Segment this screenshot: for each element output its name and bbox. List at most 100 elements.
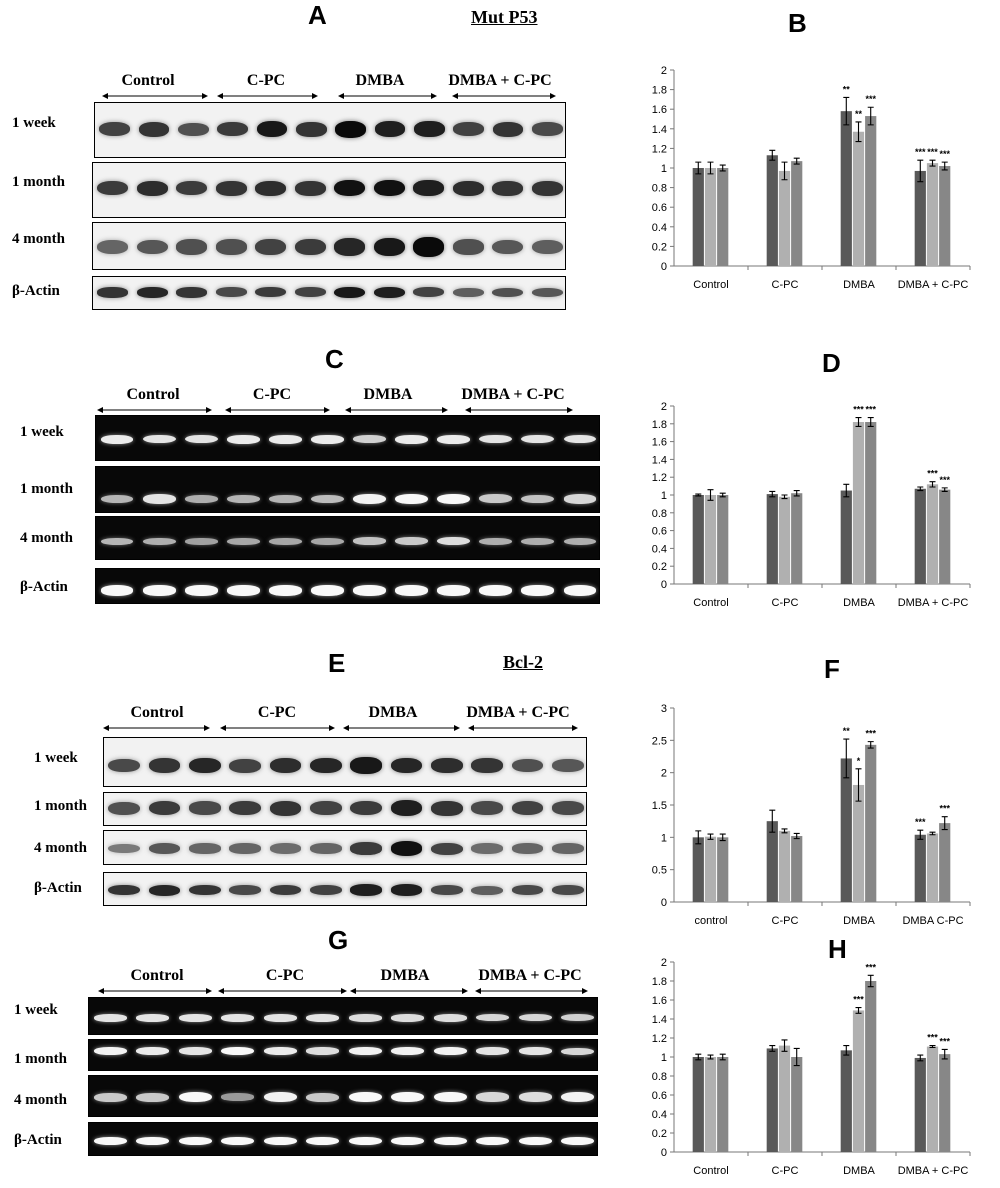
bar — [692, 495, 704, 584]
x-tick-label: C-PC — [772, 915, 799, 927]
blot-band — [353, 493, 386, 505]
x-tick-label: C-PC — [772, 597, 799, 609]
bar — [778, 170, 791, 266]
y-tick-label: 1.4 — [652, 124, 667, 136]
blot-band — [229, 801, 261, 816]
blot-band — [306, 1136, 340, 1145]
bar — [926, 833, 939, 902]
bar — [914, 1057, 926, 1152]
y-tick-label: 2 — [661, 401, 667, 413]
bar — [766, 155, 778, 266]
bar — [704, 836, 717, 902]
blot-band — [390, 757, 423, 774]
error-bar — [781, 1039, 788, 1052]
blot-strip-4-month — [92, 222, 566, 270]
blot-band — [395, 493, 429, 505]
error-bar — [917, 486, 924, 492]
blot-band — [492, 121, 524, 137]
bar — [865, 981, 877, 1152]
group-arrow-head — [431, 93, 437, 99]
y-tick-label: 1 — [661, 490, 667, 502]
row-label-1-month: 1 month — [12, 174, 65, 190]
group-arrow-head — [454, 725, 460, 731]
y-tick-label: 1.2 — [652, 472, 667, 484]
error-bar — [781, 161, 788, 181]
y-tick-label: 1.6 — [652, 437, 667, 449]
blot-band — [413, 180, 445, 197]
row-label-actin: β-Actin — [34, 880, 82, 896]
blot-band — [492, 180, 524, 196]
blot-band — [229, 885, 261, 895]
y-tick-label: 1 — [661, 163, 667, 175]
blot-band — [176, 181, 208, 196]
error-bar — [941, 487, 948, 492]
bar — [717, 1057, 729, 1152]
x-tick-label: control — [694, 915, 727, 927]
y-tick-label: 0.2 — [652, 241, 667, 253]
group-arrow-head — [442, 407, 448, 413]
y-tick-label: 0.5 — [652, 865, 667, 877]
blot-band — [295, 121, 327, 137]
blot-band — [561, 1091, 595, 1103]
blot-band — [148, 842, 181, 855]
y-tick-label: 0.8 — [652, 508, 667, 520]
blot-band — [433, 1136, 467, 1145]
significance-label: *** — [939, 804, 950, 814]
blot-strip-4-month — [95, 516, 600, 560]
group-arrow-head — [329, 725, 335, 731]
blot-band — [391, 1136, 425, 1145]
panel-letter-d: D — [822, 348, 841, 378]
blot-band — [511, 843, 544, 854]
blot-band — [263, 1047, 297, 1056]
x-tick-label: DMBA — [843, 597, 875, 609]
blot-band — [269, 843, 302, 854]
blot-band — [310, 843, 342, 854]
bar — [766, 1048, 778, 1152]
blot-band — [437, 493, 471, 505]
blot-band — [518, 1136, 552, 1145]
row-label-1-month: 1 month — [20, 481, 73, 497]
bar — [766, 821, 778, 902]
blot-band — [348, 1013, 382, 1022]
blot-band — [431, 800, 463, 816]
group-arrow-head — [102, 93, 108, 99]
blot-strip-1-week — [88, 997, 598, 1035]
blot-band — [334, 238, 366, 256]
y-tick-label: 1.4 — [652, 454, 667, 466]
blot-band — [521, 494, 555, 504]
group-arrow-head — [462, 988, 468, 994]
group-label-dmba: DMBA — [363, 386, 413, 403]
y-tick-label: 0 — [661, 261, 667, 273]
blot-band — [255, 287, 287, 298]
bar — [704, 1057, 717, 1152]
blot-strip-actin — [103, 872, 587, 906]
error-bar — [793, 832, 800, 840]
blot-band — [226, 434, 260, 444]
blot-band — [395, 537, 429, 546]
error-bar — [707, 489, 714, 501]
blot-band — [563, 494, 597, 504]
blot-band — [189, 757, 221, 774]
group-arrow-head — [103, 725, 109, 731]
blot-band — [531, 287, 563, 297]
blot-band — [97, 287, 129, 298]
bar — [914, 170, 926, 266]
y-tick-label: 0.2 — [652, 1128, 667, 1140]
blot-band — [269, 757, 302, 774]
bar — [914, 834, 926, 902]
blot-band — [335, 120, 366, 138]
panel-title-mut-p53: Mut P53 — [471, 7, 538, 27]
blot-band — [217, 122, 248, 137]
blot-band — [255, 180, 287, 196]
blot-band — [310, 801, 342, 816]
significance-label: *** — [939, 475, 950, 485]
bar — [692, 837, 704, 902]
x-tick-label: DMBA + C-PC — [898, 597, 969, 609]
group-label-dmba-c-pc: DMBA + C-PC — [466, 704, 570, 721]
group-arrow-head — [572, 725, 578, 731]
row-label-actin: β-Actin — [20, 579, 68, 595]
y-tick-label: 2.5 — [652, 735, 667, 747]
blot-band — [437, 434, 471, 444]
blot-band — [310, 885, 342, 895]
